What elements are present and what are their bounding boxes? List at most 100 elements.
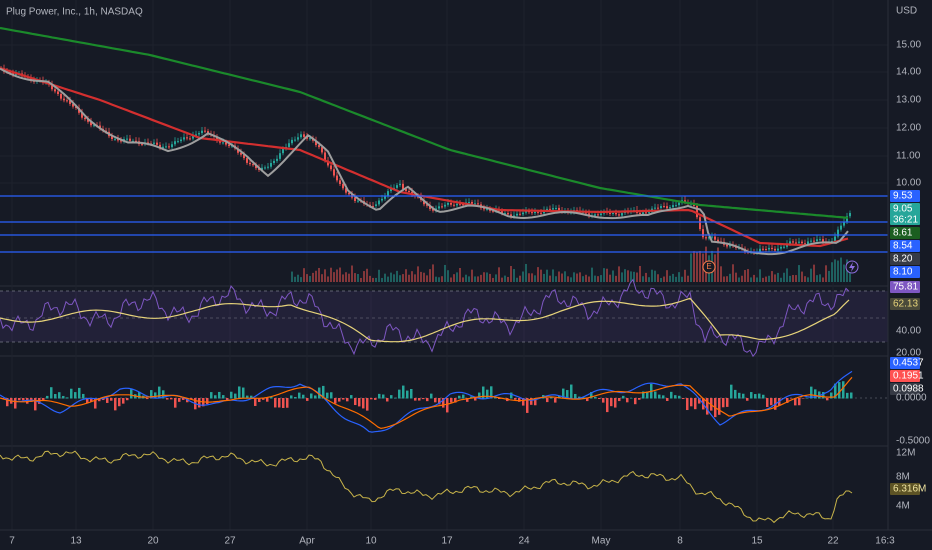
candle-body [111,136,113,140]
volume-bar [603,268,605,282]
volume-bar [573,272,575,282]
macd-hist [106,398,109,403]
volume-bar [609,274,611,282]
volume-bar [648,277,650,282]
volume-bar [402,274,404,282]
candle-body [384,196,386,199]
earnings-letter[interactable]: E [706,262,711,271]
volume-bar [420,271,422,282]
candle-body [114,138,116,140]
volume-bar [840,257,842,282]
volume-bar [342,274,344,282]
candle-body [456,203,458,206]
earnings-icon[interactable]: E [702,260,716,274]
volume-bar [726,276,728,282]
price-tag-bg [890,190,920,202]
candle-body [90,121,92,126]
candle-body [408,191,410,193]
candle-body [837,229,839,237]
earnings-circle[interactable] [702,260,716,274]
macd-hist [566,390,569,399]
macd-hist [326,392,329,399]
candle-body [663,206,665,208]
candle-body [276,158,278,161]
rsi-tag-text: 75.81 [893,282,918,293]
candle-body [51,84,53,90]
volume-bar [804,276,806,282]
ma-200 [0,26,849,219]
macd-hist [550,397,553,399]
volume-bar [453,274,455,282]
candle-body [516,213,518,216]
volume-bar [576,273,578,282]
volume-bar [381,277,383,282]
volume-bar [291,271,293,282]
macd-hist [494,396,497,399]
macd-hist [606,398,609,413]
macd-hist [830,392,833,399]
macd-hist [530,398,533,405]
volume-bar [744,270,746,282]
volume-bar [696,251,698,282]
candle-body [330,165,332,170]
volume-bar [684,269,686,282]
macd-hist [806,397,809,399]
volume-bar [432,264,434,282]
macd-hist [770,398,773,406]
price-tick-label: 11.00 [896,151,921,162]
candle-body [240,152,242,155]
candle-body [354,197,356,201]
volume-bar [297,274,299,282]
macd-hist [686,398,689,411]
candle-body [711,236,713,238]
macd-hist [446,398,449,413]
candle-body [396,185,398,188]
candle-body [159,144,161,149]
macd-hist [574,393,577,399]
volume-bar [762,277,764,282]
volume-bar [396,270,398,282]
macd-hist [410,388,413,399]
macd-hist [22,398,25,401]
obv-tick-label: 12M [896,448,915,459]
volume-bar [336,269,338,282]
price-tick-label: 14.00 [896,67,921,78]
macd-hist [626,398,629,403]
price-tag: 8.10 [890,266,920,278]
candle-body [492,210,494,212]
candle-body [270,163,272,167]
volume-bar [309,275,311,282]
macd-hist [90,398,93,402]
macd-hist [218,391,221,399]
candle-body [702,229,704,238]
volume-bar [843,264,845,282]
volume-bar [642,276,644,282]
price-tag: 8.20 [890,253,920,265]
hist-tag-text: 0.0988 [893,384,924,395]
macd-hist [394,397,397,399]
candle-body [405,188,407,192]
volume-bar [792,274,794,282]
candle-body [273,160,275,164]
candle-body [132,140,134,142]
macd-hist [518,398,521,402]
volume-bar [630,271,632,282]
volume-bar [681,276,683,282]
candle-body [336,175,338,181]
volume-bar [315,270,317,282]
candle-body [237,148,239,153]
macd-hist [762,394,765,399]
macd-hist [114,398,117,411]
volume-bar [723,276,725,282]
volume-bar [438,277,440,282]
volume-bar [369,275,371,282]
macd-hist [734,389,737,399]
candle-body [444,204,446,207]
candle-body [153,142,155,144]
volume-bar [363,271,365,282]
volume-bar [390,272,392,282]
macd-hist [290,395,293,399]
hist-tag-bg [890,383,920,395]
candle-body [69,100,71,104]
